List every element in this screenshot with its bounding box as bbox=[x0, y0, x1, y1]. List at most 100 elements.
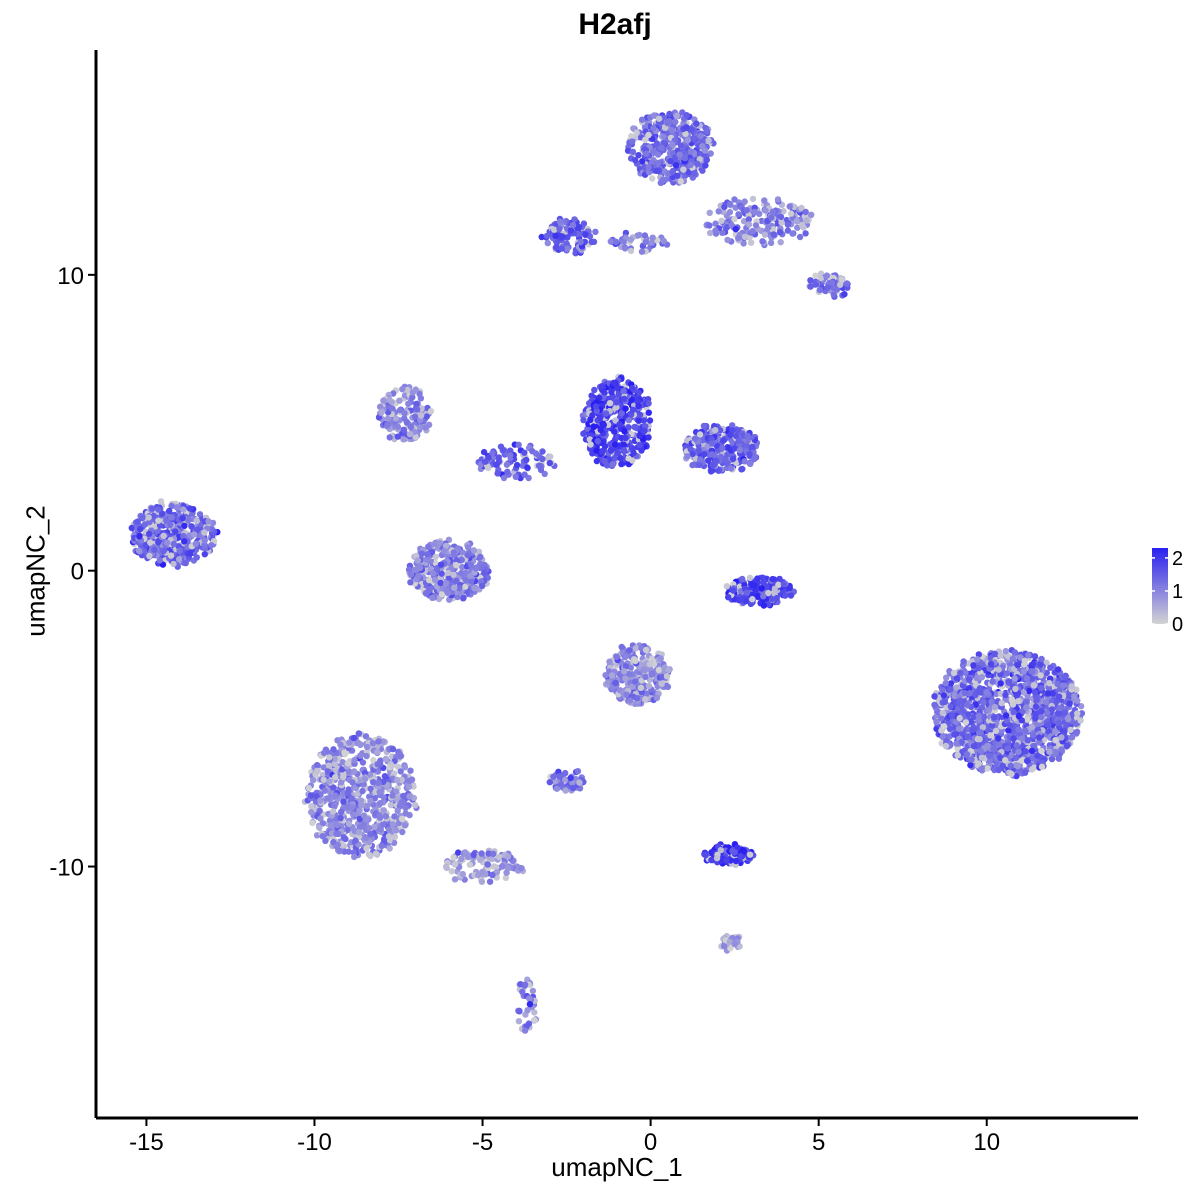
cell-point bbox=[787, 592, 795, 599]
cell-point bbox=[639, 158, 646, 165]
cell-point bbox=[367, 852, 374, 860]
cell-point bbox=[412, 802, 419, 809]
cell-point bbox=[448, 565, 455, 572]
cell-point bbox=[956, 714, 963, 722]
cell-point bbox=[802, 230, 809, 237]
cell-point bbox=[592, 403, 600, 410]
cell-point bbox=[389, 745, 397, 753]
cell-point bbox=[762, 207, 769, 214]
cell-point bbox=[546, 459, 553, 467]
cell-point bbox=[407, 767, 414, 774]
cell-point bbox=[712, 227, 719, 234]
cell-point bbox=[683, 124, 690, 131]
cell-point bbox=[800, 224, 807, 231]
cell-point bbox=[677, 178, 684, 185]
cell-point bbox=[544, 239, 551, 247]
cell-point bbox=[632, 157, 639, 164]
cell-point bbox=[739, 465, 746, 473]
cell-point bbox=[167, 521, 174, 529]
cell-point bbox=[396, 397, 403, 404]
cell-point bbox=[1002, 757, 1009, 764]
cell-point bbox=[478, 878, 486, 885]
cell-point bbox=[386, 845, 393, 852]
cell-point bbox=[1018, 757, 1025, 764]
cell-point bbox=[613, 404, 620, 411]
cell-point bbox=[734, 427, 741, 434]
cell-point bbox=[645, 164, 652, 171]
cell-point bbox=[399, 828, 406, 836]
cell-point bbox=[759, 574, 766, 581]
cell-point bbox=[196, 511, 204, 518]
cell-point bbox=[437, 561, 445, 568]
cell-point bbox=[963, 751, 971, 758]
cell-point bbox=[1048, 706, 1056, 713]
cell-point bbox=[380, 794, 387, 801]
cell-point bbox=[1009, 701, 1017, 708]
cell-point bbox=[624, 147, 632, 154]
cell-point bbox=[649, 234, 656, 241]
cell-point bbox=[145, 514, 152, 521]
cell-point bbox=[1061, 728, 1068, 735]
cell-point bbox=[960, 658, 967, 665]
cell-point bbox=[705, 457, 712, 464]
cell-point bbox=[998, 699, 1005, 707]
cell-point bbox=[976, 736, 983, 743]
cell-point bbox=[658, 144, 665, 152]
cell-point bbox=[1054, 680, 1061, 687]
cell-point bbox=[1055, 666, 1062, 673]
cell-point bbox=[1023, 704, 1030, 711]
cell-point bbox=[1015, 748, 1022, 756]
cell-point bbox=[796, 233, 804, 241]
cell-point bbox=[359, 787, 366, 795]
cell-point bbox=[160, 548, 167, 555]
cell-point bbox=[629, 385, 636, 392]
cell-point bbox=[305, 784, 312, 792]
cell-point bbox=[991, 650, 998, 657]
cell-point bbox=[749, 227, 756, 235]
cell-point bbox=[769, 596, 776, 603]
cell-point bbox=[793, 218, 800, 225]
cell-point bbox=[1056, 719, 1063, 726]
cell-point bbox=[401, 410, 408, 417]
cell-point bbox=[990, 744, 997, 752]
cell-point bbox=[359, 759, 367, 766]
cell-point bbox=[156, 522, 164, 529]
cell-point bbox=[382, 813, 390, 820]
cell-point bbox=[1052, 737, 1059, 744]
cell-point bbox=[412, 386, 419, 393]
cell-point bbox=[638, 248, 646, 255]
cell-point bbox=[980, 699, 987, 706]
cell-point bbox=[970, 713, 978, 720]
cell-point bbox=[958, 738, 965, 746]
cell-point bbox=[134, 518, 141, 525]
cell-point bbox=[572, 250, 579, 257]
cell-point bbox=[392, 415, 399, 422]
cell-point bbox=[376, 788, 383, 796]
cell-point bbox=[700, 451, 708, 458]
cell-point bbox=[808, 211, 815, 218]
cell-point bbox=[384, 421, 391, 428]
cell-point bbox=[380, 807, 387, 814]
cell-point bbox=[777, 239, 784, 246]
cell-point bbox=[722, 456, 729, 463]
cell-point bbox=[603, 410, 610, 417]
cell-point bbox=[382, 755, 390, 762]
cell-point bbox=[443, 587, 450, 594]
cell-point bbox=[467, 572, 474, 579]
cell-point bbox=[749, 596, 756, 603]
cell-point bbox=[816, 286, 824, 294]
cell-point bbox=[477, 553, 484, 560]
cell-point bbox=[521, 471, 528, 478]
cell-point bbox=[629, 148, 637, 155]
cell-point bbox=[1038, 708, 1045, 715]
cell-point bbox=[1038, 684, 1045, 692]
cell-point bbox=[719, 229, 726, 236]
cell-point bbox=[479, 582, 486, 590]
cell-point bbox=[645, 682, 653, 690]
cell-point bbox=[664, 683, 672, 690]
cell-point bbox=[612, 417, 619, 424]
cell-point bbox=[655, 115, 663, 122]
cell-point bbox=[807, 277, 814, 284]
cell-point bbox=[618, 410, 625, 417]
cell-point bbox=[1023, 757, 1031, 765]
